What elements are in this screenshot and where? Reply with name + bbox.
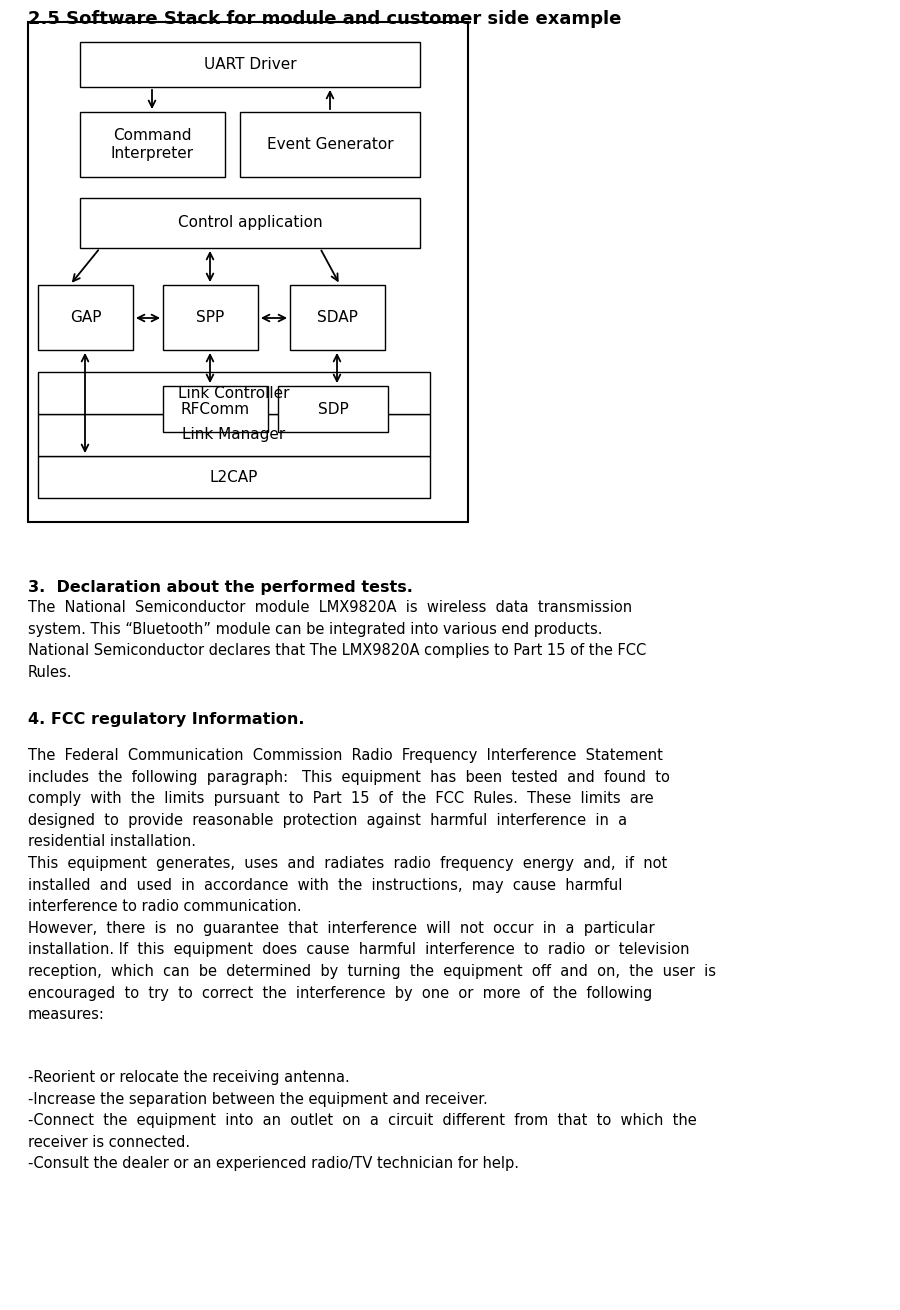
Bar bbox=[240, 111, 420, 177]
Bar bbox=[28, 22, 468, 521]
Bar bbox=[38, 414, 430, 456]
Text: Event Generator: Event Generator bbox=[266, 138, 393, 152]
Text: UART Driver: UART Driver bbox=[203, 58, 296, 72]
Bar bbox=[80, 42, 420, 86]
Bar bbox=[38, 456, 430, 498]
Text: Link Manager: Link Manager bbox=[183, 427, 285, 443]
Text: SDAP: SDAP bbox=[317, 310, 358, 325]
Text: 2.5 Software Stack for module and customer side example: 2.5 Software Stack for module and custom… bbox=[28, 10, 621, 28]
Text: SDP: SDP bbox=[318, 401, 348, 417]
Bar bbox=[163, 286, 258, 350]
Text: L2CAP: L2CAP bbox=[210, 469, 258, 485]
Text: The  National  Semiconductor  module  LMX9820A  is  wireless  data  transmission: The National Semiconductor module LMX982… bbox=[28, 600, 646, 680]
Bar bbox=[80, 198, 420, 248]
Text: Link Controller: Link Controller bbox=[178, 385, 290, 401]
Text: GAP: GAP bbox=[70, 310, 101, 325]
Bar bbox=[38, 372, 430, 414]
Text: RFComm: RFComm bbox=[181, 401, 250, 417]
Text: 3.  Declaration about the performed tests.: 3. Declaration about the performed tests… bbox=[28, 580, 413, 595]
Text: SPP: SPP bbox=[196, 310, 225, 325]
Bar bbox=[278, 386, 388, 432]
Text: Command
Interpreter: Command Interpreter bbox=[111, 128, 194, 161]
Bar bbox=[38, 286, 133, 350]
Text: The  Federal  Communication  Commission  Radio  Frequency  Interference  Stateme: The Federal Communication Commission Rad… bbox=[28, 748, 716, 1022]
Bar bbox=[290, 286, 385, 350]
Bar bbox=[80, 111, 225, 177]
Text: Control application: Control application bbox=[177, 216, 322, 231]
Text: -Reorient or relocate the receiving antenna.
-Increase the separation between th: -Reorient or relocate the receiving ante… bbox=[28, 1070, 697, 1171]
Bar bbox=[163, 386, 268, 432]
Text: 4. FCC regulatory Information.: 4. FCC regulatory Information. bbox=[28, 713, 304, 727]
